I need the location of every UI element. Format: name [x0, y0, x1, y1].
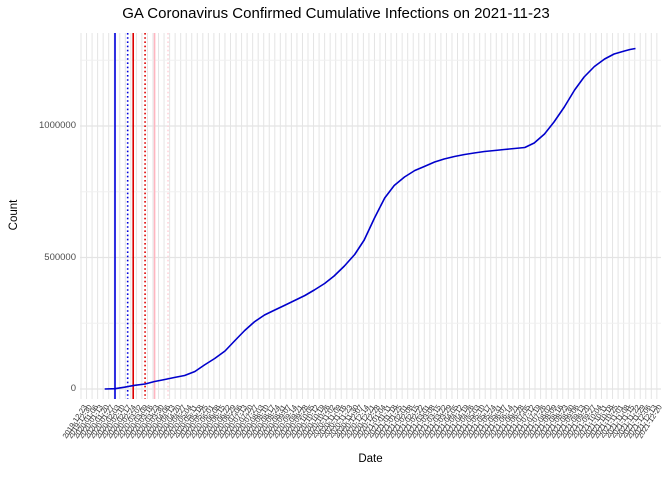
reference-lines [114, 33, 169, 399]
infection-curve [104, 47, 636, 390]
chart-title: GA Coronavirus Confirmed Cumulative Infe… [122, 5, 550, 22]
y-gridlines [80, 59, 661, 390]
x-axis-title: Date [358, 453, 383, 465]
x-gridlines [80, 33, 658, 399]
y-tick-label: 0 [70, 383, 76, 394]
y-tick-label: 1000000 [39, 120, 76, 131]
y-tick-label: 500000 [44, 251, 76, 263]
y-axis-title: Count [8, 199, 20, 231]
